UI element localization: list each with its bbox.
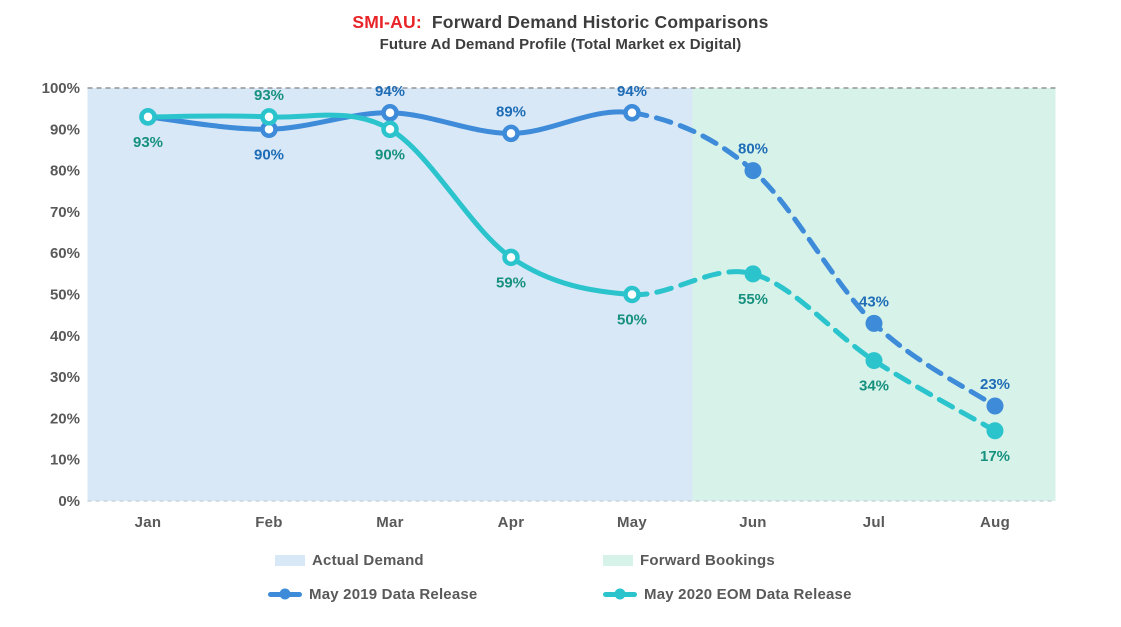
may-2019-line-sample [268,588,302,600]
may-2019-data-release-label-May: 94% [617,83,647,100]
chart-subtitle: Future Ad Demand Profile (Total Market e… [379,35,742,53]
legend-forward-bookings[interactable]: Forward Bookings [603,551,775,569]
legend-may-2019-series[interactable]: May 2019 Data Release [268,585,477,603]
chart-header: SMI-AU: Forward Demand Historic Comparis… [0,12,1121,55]
y-axis-tick-100: 100% [42,80,80,97]
may-2019-data-release-label-Jun: 80% [738,141,768,158]
may-2019-data-release-dashed-line [629,110,998,409]
may-2020-eom-data-release-dashed-line [629,269,998,434]
x-axis-tick-mar: Mar [376,514,404,531]
may-2019-data-release-point-Apr [502,124,520,143]
may-2020-eom-data-release-point-Aug [986,422,1004,440]
may-2020-eom-data-release-label-Jan: 93% [133,134,163,151]
legend-may-2020-label: May 2020 EOM Data Release [644,585,852,603]
may-2020-eom-data-release-point-Jun [744,265,762,283]
may-2020-eom-data-release-label-May: 50% [617,312,647,329]
region-actual-demand [87,88,693,501]
y-axis-tick-0: 0% [58,493,80,510]
may-2020-eom-data-release-label-Jul: 34% [859,378,889,395]
may-2020-eom-data-release-label-Jun: 55% [738,291,768,308]
y-axis-tick-90: 90% [50,121,80,138]
may-2020-eom-data-release-point-Jan [139,108,157,126]
y-axis-tick-70: 70% [50,204,80,221]
may-2019-data-release-point-Jul [865,314,883,332]
may-2019-data-release-point-Aug [986,397,1004,415]
may-2020-line-sample [603,588,637,600]
may-2020-eom-data-release-point-Apr [502,248,520,267]
may-2019-data-release-point-Jun [744,162,762,180]
y-axis-tick-50: 50% [50,287,80,304]
actual-demand-swatch [275,554,305,566]
chart-title: SMI-AU: Forward Demand Historic Comparis… [0,12,1121,34]
x-axis-tick-jul: Jul [863,514,886,531]
y-axis-tick-40: 40% [50,328,80,345]
may-2020-eom-data-release-point-Mar [381,120,399,139]
x-axis-tick-apr: Apr [498,514,525,531]
x-axis-tick-may: May [617,514,647,531]
may-2020-eom-data-release-point-Feb [260,108,278,126]
y-axis-tick-60: 60% [50,245,80,262]
may-2019-data-release-label-Mar: 94% [375,83,405,100]
y-axis-tick-80: 80% [50,163,80,180]
may-2020-marker-icon [614,588,626,600]
y-axis-tick-30: 30% [50,369,80,386]
may-2019-data-release-label-Jul: 43% [859,293,889,310]
y-axis-tick-20: 20% [50,410,80,427]
may-2019-data-release-label-Feb: 90% [254,146,284,163]
x-axis-tick-jun: Jun [739,514,767,531]
may-2019-data-release-label-Apr: 89% [496,103,526,120]
x-axis-tick-aug: Aug [980,514,1010,531]
legend-may-2019-label: May 2019 Data Release [309,585,478,603]
may-2020-eom-data-release-label-Aug: 17% [980,448,1010,465]
legend-may-2020-series[interactable]: May 2020 EOM Data Release [603,585,852,603]
y-axis-tick-10: 10% [50,452,80,469]
chart-title-prefix: SMI-AU: [352,12,422,32]
x-axis-tick-jan: Jan [135,514,162,531]
may-2020-eom-data-release-label-Mar: 90% [375,146,405,163]
chart-title-main: Forward Demand Historic Comparisons [431,12,769,32]
may-2019-marker-icon [279,588,291,600]
x-axis-tick-feb: Feb [255,514,283,531]
legend-actual-demand[interactable]: Actual Demand [275,551,424,569]
may-2019-data-release-point-Mar [381,104,399,122]
may-2020-eom-data-release-label-Apr: 59% [496,274,526,291]
legend-forward-bookings-label: Forward Bookings [640,551,775,569]
may-2020-eom-data-release-point-Jul [865,352,883,370]
may-2020-eom-data-release-point-May [623,285,641,304]
may-2020-eom-data-release-label-Feb: 93% [254,87,284,104]
forward-bookings-swatch [603,554,633,566]
may-2019-data-release-point-May [623,104,641,122]
may-2019-data-release-label-Aug: 23% [980,376,1010,393]
legend-actual-demand-label: Actual Demand [312,551,424,569]
